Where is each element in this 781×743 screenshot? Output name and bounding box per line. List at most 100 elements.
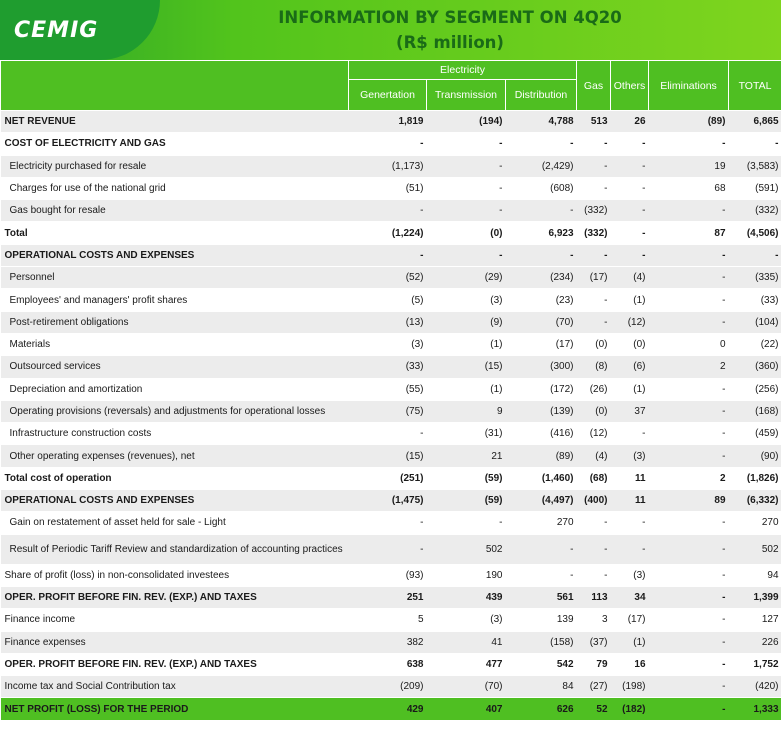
cell-transmission: 190 — [426, 564, 506, 587]
row-label: Outsourced services — [0, 355, 349, 379]
cell-distribution: 626 — [505, 697, 577, 721]
cell-others: 11 — [610, 489, 649, 513]
cell-gas: 79 — [576, 653, 611, 677]
row-label: Materials — [0, 333, 349, 357]
cell-transmission: (1) — [426, 378, 506, 401]
cell-eliminations: - — [648, 199, 729, 223]
row-label: COST OF ELECTRICITY AND GAS — [0, 132, 349, 156]
cell-generation: 429 — [348, 697, 427, 721]
cell-generation: 5 — [348, 608, 427, 632]
cell-distribution: (172) — [505, 378, 577, 401]
cell-generation: 638 — [348, 653, 427, 677]
cell-transmission: - — [426, 132, 506, 156]
cell-transmission: (9) — [426, 311, 506, 334]
table-row: Infrastructure construction costs - (31) (4… — [0, 422, 781, 446]
row-label: Infrastructure construction costs — [0, 422, 349, 446]
cell-distribution: (2,429) — [505, 155, 577, 178]
cell-gas: (4) — [576, 444, 611, 468]
table-row: OPERATIONAL COSTS AND EXPENSES - - - - - - - — [0, 243, 781, 268]
table-row: Employees' and managers' profit shares (5… — [0, 288, 781, 312]
cell-generation: (13) — [348, 311, 427, 334]
cell-distribution: (139) — [505, 400, 577, 424]
cell-distribution: (234) — [505, 266, 577, 290]
cell-eliminations: 2 — [648, 467, 729, 491]
cell-total: (591) — [728, 177, 781, 201]
header-others: Others — [610, 60, 650, 111]
cell-distribution: - — [505, 199, 577, 223]
row-label: Finance income — [0, 608, 349, 632]
cell-gas: (400) — [576, 489, 611, 513]
header-distribution: Distribution — [504, 79, 578, 111]
cell-total: (332) — [728, 199, 781, 223]
table-row: Other operating expenses (revenues), net… — [0, 444, 781, 468]
cell-eliminations: 2 — [648, 355, 729, 379]
cell-generation: (75) — [348, 400, 427, 424]
cell-gas: (0) — [576, 400, 611, 424]
cell-eliminations: - — [648, 631, 729, 654]
table-row: Finance income 5 (3) 139 3 (17) -127 — [0, 608, 781, 632]
cell-others: (1) — [610, 631, 649, 654]
header-electricity: Electricity — [347, 60, 578, 80]
header-total: TOTAL — [728, 60, 781, 111]
table-row: Result of Periodic Tariff Review and sta… — [0, 534, 781, 565]
table-row: Finance expenses 382 41 (158) (37) (1) -226 — [0, 631, 781, 654]
segment-table: Electricity Gas Others Eliminations TOTA… — [0, 60, 781, 721]
cell-gas: (37) — [576, 631, 611, 654]
cell-transmission: - — [426, 155, 506, 178]
row-label: Charges for use of the national grid — [0, 177, 349, 201]
cell-total: (90) — [728, 444, 781, 468]
cell-total: (168) — [728, 400, 781, 424]
cell-generation: 382 — [348, 631, 427, 654]
cell-gas: 113 — [576, 586, 611, 610]
table-row: Outsourced services (33) (15) (300) (8) (6) 2(… — [0, 355, 781, 379]
cell-transmission: 477 — [426, 653, 506, 677]
cell-transmission: 9 — [426, 400, 506, 424]
cell-others: 34 — [610, 586, 649, 610]
cell-others: (3) — [610, 564, 649, 587]
cell-total: (33) — [728, 288, 781, 312]
table-row: Share of profit (loss) in non-consolidat… — [0, 564, 781, 587]
cell-total: (256) — [728, 378, 781, 401]
cell-eliminations: 87 — [648, 221, 729, 245]
cell-generation: - — [348, 243, 427, 268]
cell-gas: (8) — [576, 355, 611, 379]
row-label: Income tax and Social Contribution tax — [0, 675, 349, 699]
row-label: Electricity purchased for resale — [0, 155, 349, 178]
cell-transmission: (3) — [426, 608, 506, 632]
table-row: Operating provisions (reversals) and adj… — [0, 400, 781, 424]
cell-eliminations: (89) — [648, 110, 729, 134]
header-transmission: Transmission — [426, 79, 506, 111]
cell-gas: (332) — [576, 199, 611, 223]
cell-transmission: (3) — [426, 288, 506, 312]
cell-gas: (0) — [576, 333, 611, 357]
cell-distribution: (70) — [505, 311, 577, 334]
cell-total: (4,506) — [728, 221, 781, 245]
cell-distribution: 4,788 — [505, 110, 577, 134]
cell-gas: - — [576, 288, 611, 312]
cell-generation: - — [348, 199, 427, 223]
cell-generation: (55) — [348, 378, 427, 401]
row-label: NET REVENUE — [0, 110, 349, 134]
cell-gas: (26) — [576, 378, 611, 401]
cell-generation: 1,819 — [348, 110, 427, 134]
cell-gas: - — [576, 564, 611, 587]
cell-transmission: 407 — [426, 697, 506, 721]
header-generation: Genertation — [348, 79, 427, 111]
cell-distribution: 139 — [505, 608, 577, 632]
table-row: Income tax and Social Contribution tax (2… — [0, 675, 781, 699]
cell-total: (459) — [728, 422, 781, 446]
cell-total: 1,333 — [728, 697, 781, 721]
cell-total: 226 — [728, 631, 781, 654]
header-label-cell — [0, 60, 349, 111]
table-row: Charges for use of the national grid (51)… — [0, 177, 781, 201]
cell-others: (4) — [610, 266, 649, 290]
cell-distribution: 6,923 — [505, 221, 577, 245]
row-label: OPER. PROFIT BEFORE FIN. REV. (EXP.) AND… — [0, 586, 349, 610]
cell-eliminations: 68 — [648, 177, 729, 201]
row-label: Post-retirement obligations — [0, 311, 349, 334]
table-row: Gain on restatement of asset held for sa… — [0, 511, 781, 535]
cell-transmission: (59) — [426, 467, 506, 491]
cell-gas: (332) — [576, 221, 611, 245]
cell-others: 11 — [610, 467, 649, 491]
cell-gas: (27) — [576, 675, 611, 699]
